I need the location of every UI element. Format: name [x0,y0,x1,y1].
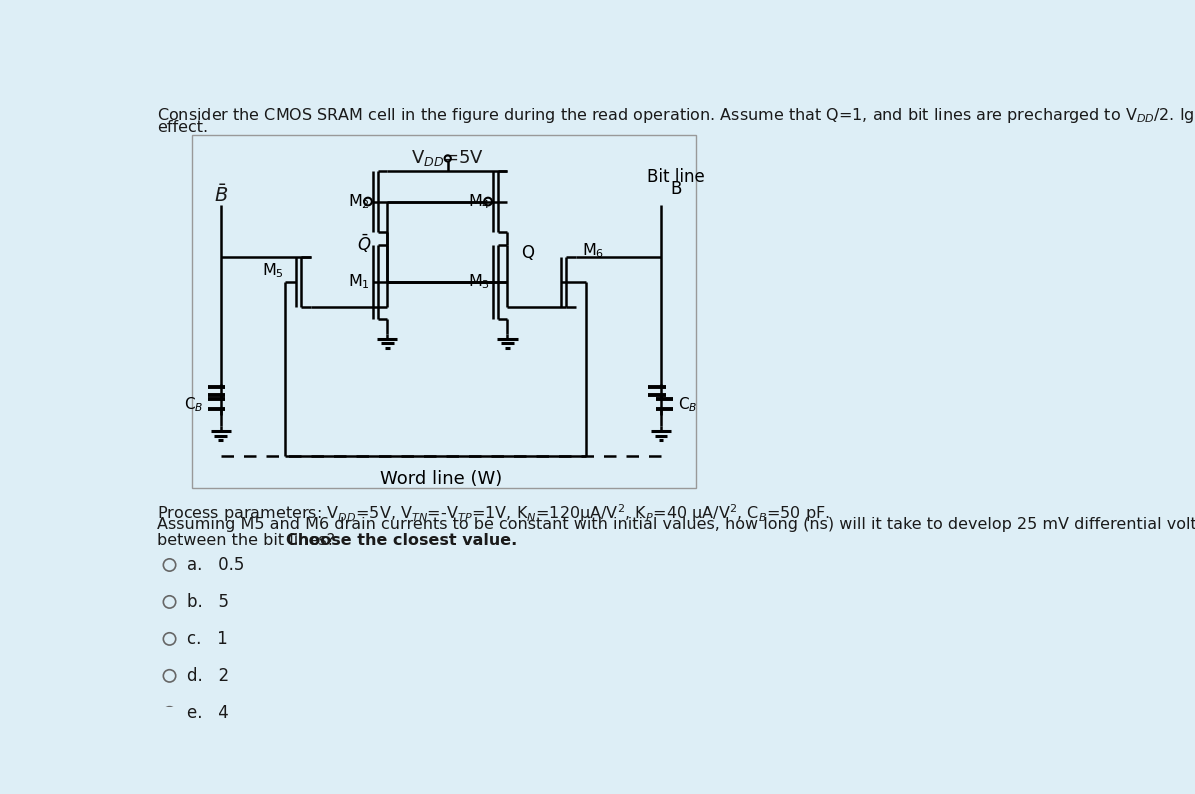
Text: $\bar{B}$: $\bar{B}$ [214,184,228,206]
Text: Choose the closest value.: Choose the closest value. [286,533,517,548]
Text: Word line (W): Word line (W) [380,469,502,488]
Text: M$_3$: M$_3$ [467,272,490,291]
Text: M$_2$: M$_2$ [348,192,369,211]
Text: V$_{DD}$=5V: V$_{DD}$=5V [411,148,484,168]
Text: b.   5: b. 5 [186,593,228,611]
Text: M$_6$: M$_6$ [582,241,605,260]
Text: M$_1$: M$_1$ [348,272,369,291]
Text: B: B [670,180,682,198]
Text: M$_4$: M$_4$ [467,192,490,211]
Text: d.   2: d. 2 [186,667,228,685]
FancyBboxPatch shape [192,135,695,488]
Text: Bit line: Bit line [648,168,705,186]
Text: c.   1: c. 1 [186,630,227,648]
Text: e.   4: e. 4 [186,703,228,722]
Text: C$_B$: C$_B$ [184,395,203,414]
Text: $\bar{Q}$: $\bar{Q}$ [357,233,372,255]
Text: Process parameters: V$_{DD}$=5V, V$_{TN}$=-V$_{TP}$=1V, K$_N$=120μA/V$^2$, K$_P$: Process parameters: V$_{DD}$=5V, V$_{TN}… [157,502,831,523]
Text: M$_5$: M$_5$ [262,261,283,279]
Text: Assuming M5 and M6 drain currents to be constant with initial values, how long (: Assuming M5 and M6 drain currents to be … [157,517,1195,532]
Text: between the bit lines?: between the bit lines? [157,533,341,548]
Text: C$_B$: C$_B$ [678,395,698,414]
Text: a.   0.5: a. 0.5 [186,556,244,574]
Text: Q: Q [521,244,534,262]
Text: effect.: effect. [157,120,208,135]
Text: Consider the CMOS SRAM cell in the figure during the read operation. Assume that: Consider the CMOS SRAM cell in the figur… [157,106,1195,125]
